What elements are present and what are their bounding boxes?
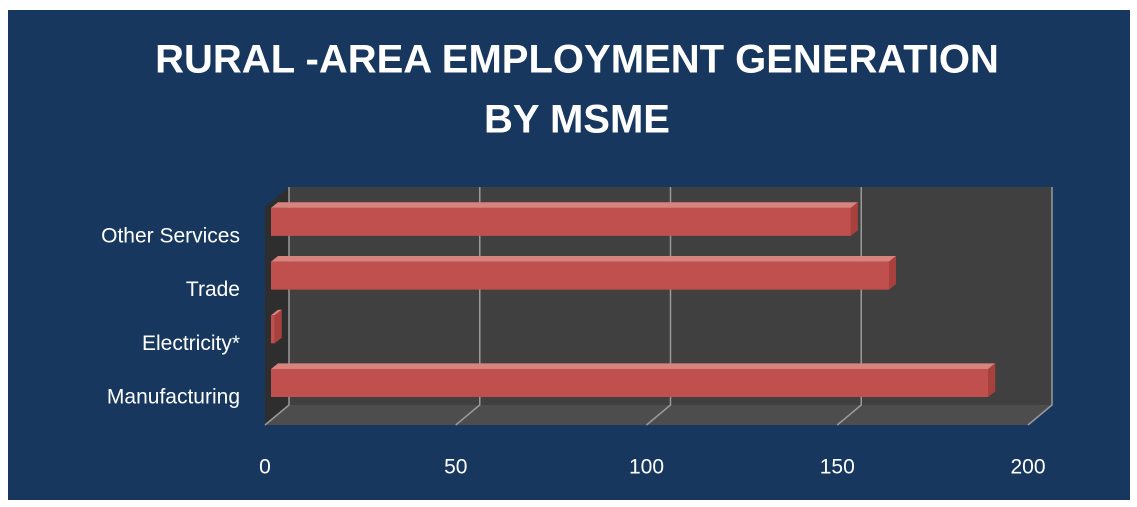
bar-end: [274, 309, 282, 344]
x-tick-label: 200: [1010, 456, 1045, 479]
grid-line: [1027, 187, 1053, 426]
x-tick-label: 50: [444, 456, 467, 479]
bar-end: [988, 363, 996, 397]
y-tick-label: Other Services: [101, 224, 240, 247]
y-tick-label: Electricity*: [142, 332, 240, 355]
x-tick-label: 0: [259, 456, 271, 479]
bar-end: [889, 256, 897, 290]
bar-front: [271, 207, 851, 236]
bar-front: [271, 261, 890, 290]
bar-top: [271, 256, 897, 262]
y-tick-label: Trade: [186, 278, 240, 301]
bar-top: [271, 309, 282, 316]
bar-top: [271, 363, 996, 369]
bar-front: [271, 369, 989, 397]
bar: [271, 309, 282, 344]
bar-end: [850, 202, 858, 236]
y-tick-label: Manufacturing: [107, 386, 240, 409]
bar: [271, 363, 996, 397]
bar: [271, 202, 858, 236]
chart-title: RURAL -AREA EMPLOYMENT GENERATION: [155, 38, 999, 82]
bar: [271, 256, 897, 290]
x-tick-label: 150: [820, 456, 855, 479]
x-tick-label: 100: [629, 456, 664, 479]
chart-title: BY MSME: [484, 98, 670, 142]
bar-front: [271, 315, 275, 344]
bar-top: [271, 202, 858, 208]
